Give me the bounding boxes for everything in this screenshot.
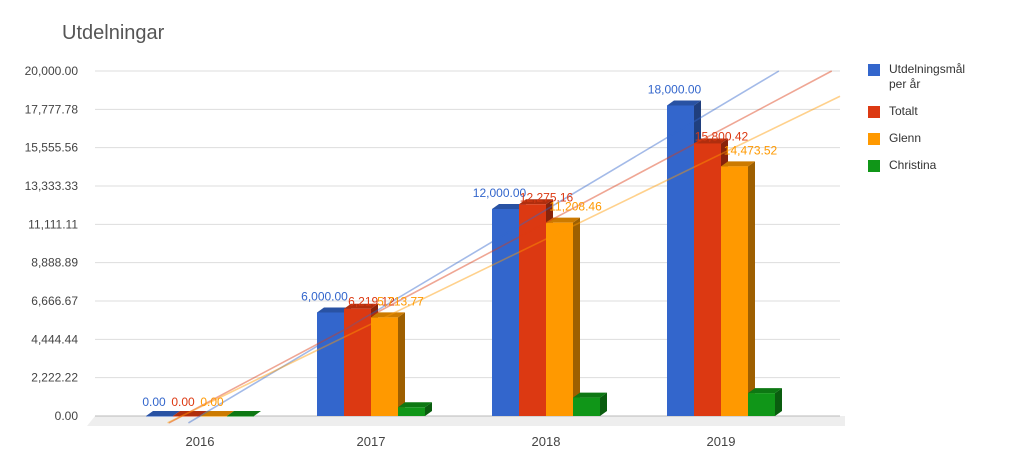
bar-top — [748, 388, 782, 394]
legend-swatch — [868, 133, 880, 145]
data-label: 11,208.46 — [549, 200, 602, 214]
bar — [748, 393, 775, 416]
data-label: 0.00 — [171, 395, 195, 409]
y-tick-label: 13,333.33 — [25, 179, 79, 193]
bar-top — [317, 307, 351, 313]
data-label: 6,000.00 — [301, 290, 348, 304]
x-tick-label: 2017 — [357, 434, 386, 449]
bar — [146, 416, 173, 417]
x-tick-label: 2016 — [186, 434, 215, 449]
legend-swatch — [868, 160, 880, 172]
data-label: 15,800.42 — [695, 129, 749, 143]
bar — [398, 407, 425, 416]
bar — [721, 166, 748, 416]
legend-item: Glenn — [868, 131, 1018, 146]
data-label: 6,219.12 — [348, 295, 395, 309]
bar — [519, 204, 546, 416]
bar-top — [492, 204, 526, 209]
data-label: 12,000.00 — [473, 186, 527, 200]
legend-swatch — [868, 106, 880, 118]
y-tick-label: 2,222.22 — [31, 371, 78, 385]
data-label: 0.00 — [142, 395, 166, 409]
y-tick-label: 15,555.56 — [25, 141, 79, 155]
y-tick-label: 11,111.11 — [28, 217, 78, 231]
legend-swatch — [868, 64, 880, 76]
bar — [492, 209, 519, 416]
bar — [694, 143, 721, 416]
data-label: 14,473.52 — [724, 143, 778, 157]
y-tick-label: 17,777.78 — [25, 102, 79, 116]
bar-top — [519, 199, 553, 205]
data-label: 5,713.77 — [377, 294, 424, 308]
y-tick-label: 8,888.89 — [31, 256, 78, 270]
bar — [546, 222, 573, 416]
legend: Utdelningsmål per år Totalt Glenn Christina — [868, 62, 1018, 185]
legend-item: Utdelningsmål per år — [868, 62, 1018, 92]
legend-label: Glenn — [889, 131, 922, 145]
bar-top — [146, 411, 180, 416]
chart-title: Utdelningar — [62, 22, 165, 44]
bar-top — [573, 392, 607, 398]
bar-top — [227, 411, 261, 416]
bar — [227, 416, 254, 417]
bar — [667, 105, 694, 416]
x-tick-label: 2018 — [532, 434, 561, 449]
bar — [200, 416, 227, 417]
bar-side — [748, 161, 755, 416]
bar-top — [173, 411, 207, 416]
y-tick-label: 20,000.00 — [25, 64, 79, 78]
x-tick-label: 2019 — [707, 434, 736, 449]
bar-top — [200, 411, 234, 416]
data-label: 0.00 — [200, 395, 224, 409]
bar-top — [667, 100, 701, 106]
bar-side — [600, 392, 607, 416]
legend-label: Totalt — [889, 104, 918, 118]
trendline — [168, 70, 833, 424]
y-tick-label: 6,666.67 — [31, 294, 78, 308]
trendline — [167, 95, 841, 424]
legend-label: Utdelningsmål per år — [889, 62, 966, 91]
legend-item: Christina — [868, 158, 1018, 173]
bar — [573, 397, 600, 416]
bar — [317, 312, 344, 416]
bar — [371, 317, 398, 416]
bar-side — [425, 402, 432, 416]
bar-side — [398, 312, 405, 416]
bar-top — [344, 303, 378, 309]
bar-top — [721, 161, 755, 167]
bar — [173, 416, 200, 417]
y-tick-label: 4,444.44 — [31, 332, 78, 346]
bar-top — [398, 402, 432, 408]
bar-top — [371, 312, 405, 318]
data-label: 18,000.00 — [648, 83, 702, 97]
data-label: 12,275.16 — [520, 190, 574, 204]
trendline — [188, 70, 780, 424]
bar-top — [694, 138, 728, 144]
legend-label: Christina — [889, 158, 937, 172]
bar-side — [573, 217, 580, 416]
legend-item: Totalt — [868, 104, 1018, 119]
floor-plane — [87, 416, 845, 426]
bar — [344, 308, 371, 416]
y-tick-label: 0.00 — [55, 409, 79, 423]
bar-top — [546, 217, 580, 223]
bar-side — [775, 388, 782, 416]
